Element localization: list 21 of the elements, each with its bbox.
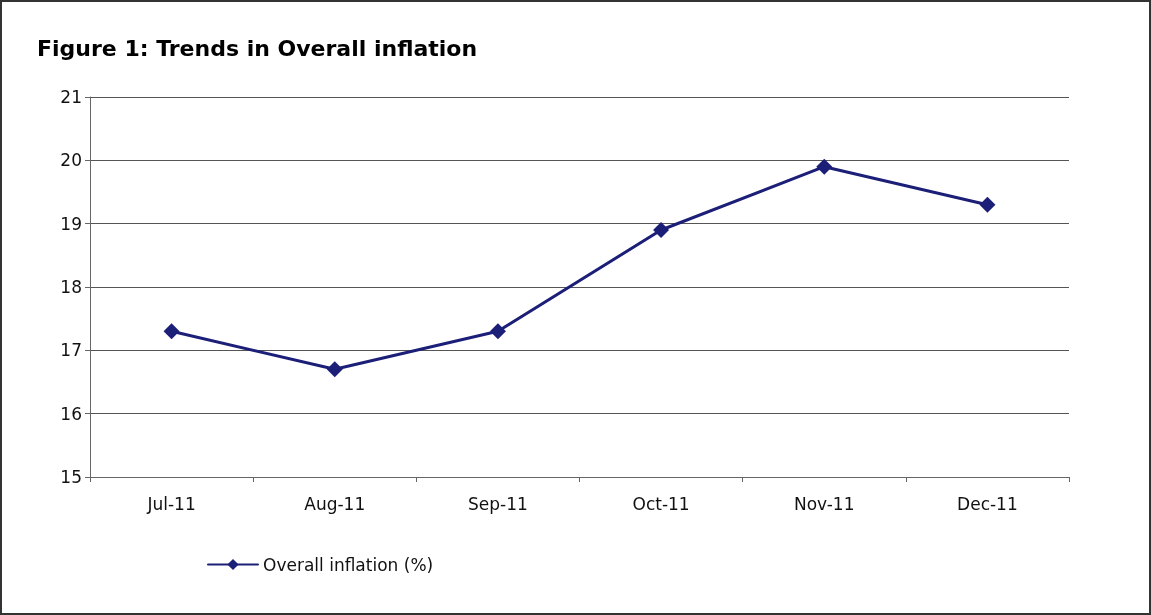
point <box>489 323 506 340</box>
y-tick-label: 16 <box>60 403 82 424</box>
y-tick-label: 18 <box>60 277 82 297</box>
x-tick-label: Jul-11 <box>146 493 196 514</box>
x-tick-label: Oct-11 <box>632 493 690 514</box>
point <box>816 158 833 175</box>
x-tick-label: Dec-11 <box>957 493 1018 514</box>
point <box>653 222 670 238</box>
x-tick-label: Aug-11 <box>304 493 366 514</box>
y-tick-label: 15 <box>60 467 82 487</box>
y-tick-label: 21 <box>60 87 82 107</box>
chart-title: Figure 1: Trends in Overall inflation <box>37 35 478 61</box>
point <box>326 361 343 378</box>
y-tick-label: 19 <box>60 213 82 234</box>
x-tick-label: Nov-11 <box>794 493 855 514</box>
y-tick-label: 17 <box>60 340 82 361</box>
x-tick-label: Sep-11 <box>468 493 528 514</box>
y-tick-label: 20 <box>60 150 82 171</box>
point <box>163 323 180 340</box>
legend-label: Overall inflation (%) <box>263 554 434 575</box>
point <box>979 196 996 213</box>
